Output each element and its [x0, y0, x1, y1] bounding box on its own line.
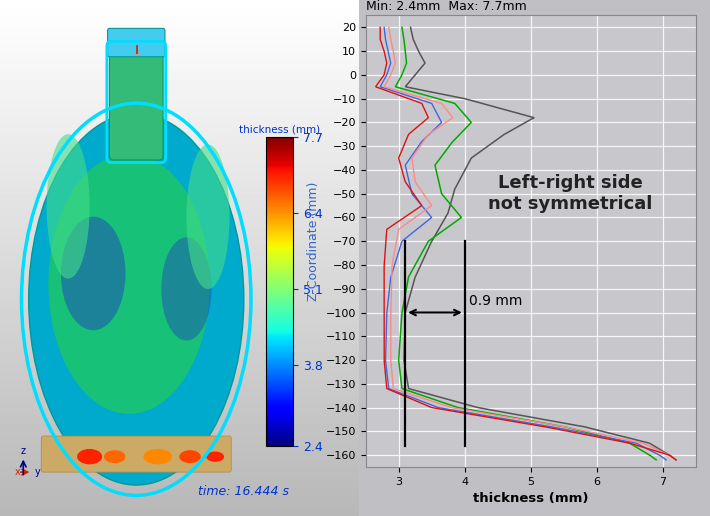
Text: time: 16.444 s: time: 16.444 s [198, 486, 289, 498]
Title: thickness (mm): thickness (mm) [239, 124, 320, 135]
FancyBboxPatch shape [109, 46, 163, 160]
Ellipse shape [28, 114, 244, 485]
Text: 0.9 mm: 0.9 mm [469, 295, 523, 309]
Y-axis label: Z-Coordinate (mm): Z-Coordinate (mm) [307, 182, 320, 301]
Text: Left-right side
not symmetrical: Left-right side not symmetrical [488, 174, 652, 213]
Text: x: x [14, 467, 20, 477]
Ellipse shape [180, 450, 201, 463]
Text: z: z [21, 446, 26, 456]
Ellipse shape [47, 134, 89, 279]
Ellipse shape [61, 217, 126, 330]
Ellipse shape [206, 452, 224, 462]
Ellipse shape [143, 449, 172, 464]
Ellipse shape [48, 154, 209, 414]
Ellipse shape [77, 449, 102, 464]
Ellipse shape [187, 144, 229, 289]
Ellipse shape [161, 237, 212, 341]
Text: Min: 2.4mm  Max: 7.7mm: Min: 2.4mm Max: 7.7mm [366, 0, 526, 13]
Ellipse shape [104, 450, 126, 463]
FancyBboxPatch shape [41, 436, 231, 472]
FancyBboxPatch shape [108, 28, 165, 57]
Text: y: y [35, 467, 41, 477]
X-axis label: thickness (mm): thickness (mm) [473, 492, 589, 505]
